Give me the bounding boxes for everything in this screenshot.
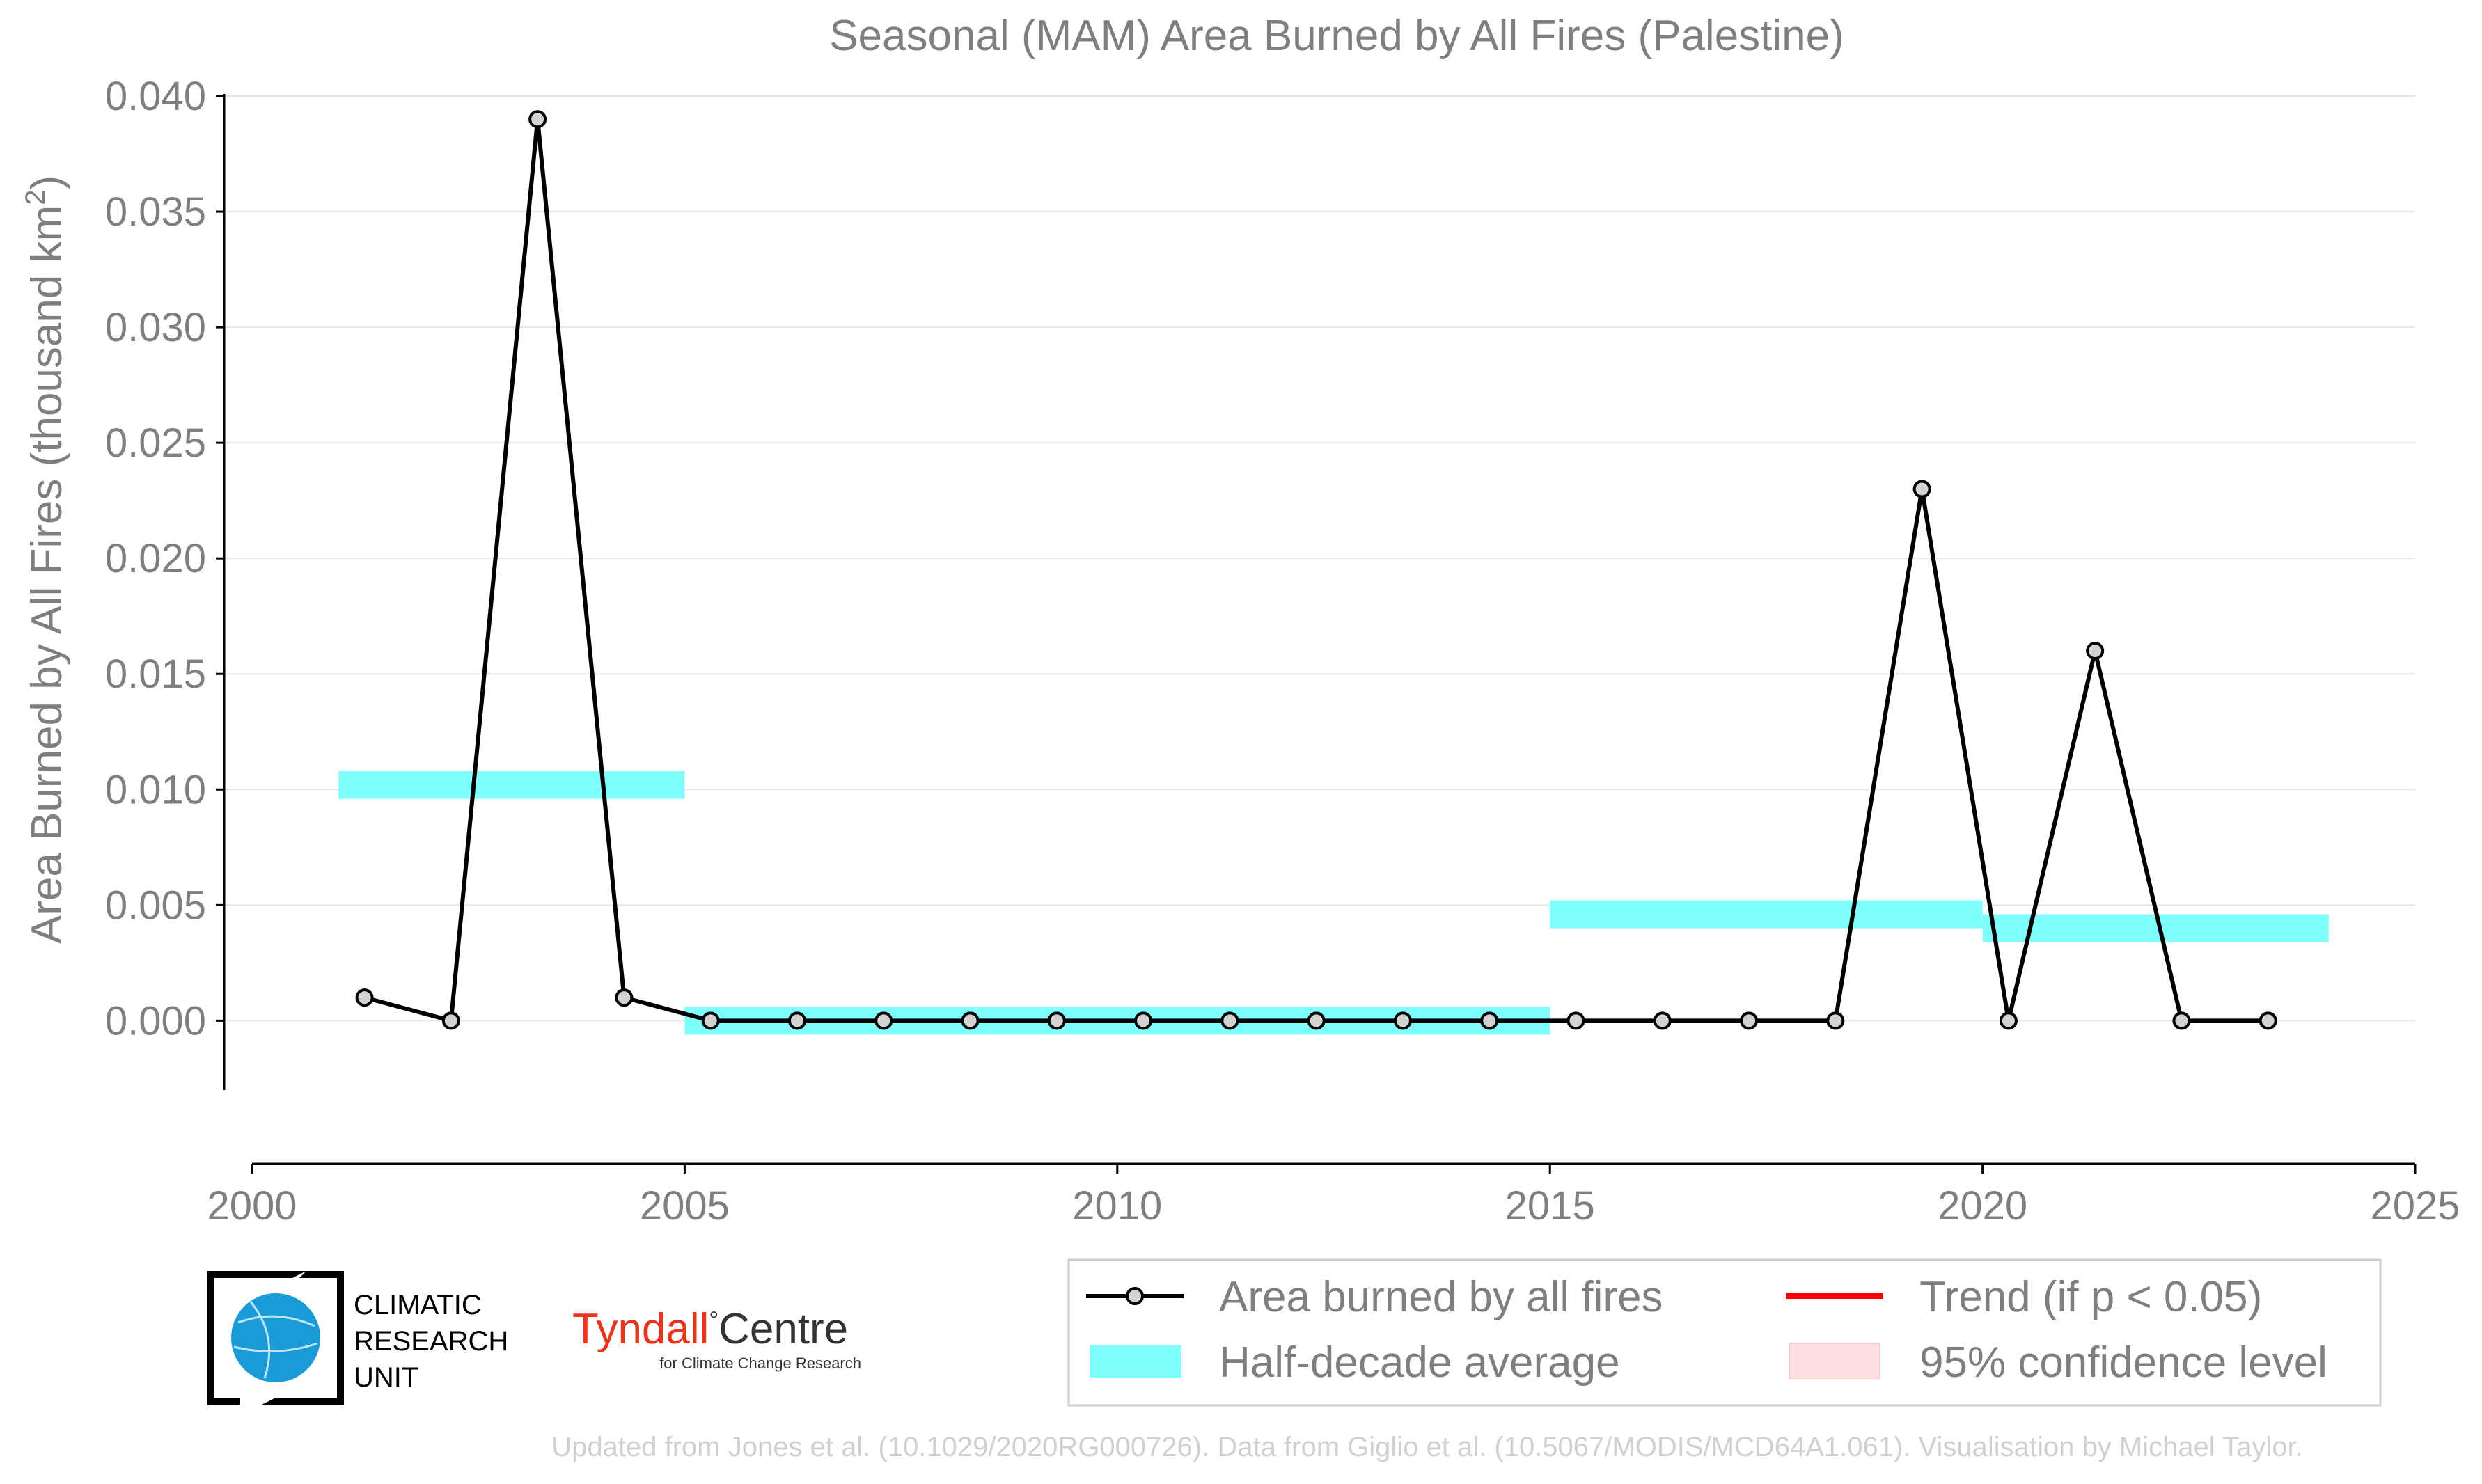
- series-area-burned: [355, 110, 2277, 1030]
- legend-half-decade-swatch: [1090, 1345, 1181, 1378]
- data-point: [874, 1011, 893, 1030]
- legend-label-confidence: 95% confidence level: [1919, 1339, 2327, 1387]
- legend-confidence-swatch: [1789, 1343, 1880, 1379]
- y-tick-label: 0.040: [105, 74, 206, 119]
- x-tick-label: 2020: [1938, 1183, 2027, 1229]
- y-tick-label: 0.030: [105, 305, 206, 350]
- chart-title: Seasonal (MAM) Area Burned by All Fires …: [829, 12, 1844, 60]
- cru-line-1: CLIMATIC: [354, 1290, 482, 1320]
- half-decade-average-band: [338, 771, 685, 799]
- tyndall-logo: Tyndall°Centre for Climate Change Resear…: [572, 1305, 861, 1372]
- cru-line-2: RESEARCH: [354, 1326, 508, 1357]
- x-axis-ticks: 2000 2005 2010 2015 2020 2025: [207, 1164, 2460, 1229]
- y-axis-label-superscript: 2: [20, 190, 51, 205]
- data-point: [961, 1011, 980, 1030]
- data-point: [1912, 480, 1931, 498]
- data-point: [1220, 1011, 1239, 1030]
- data-point: [1134, 1011, 1153, 1030]
- globe-icon: [231, 1293, 320, 1382]
- data-point: [787, 1011, 806, 1030]
- y-tick-label: 0.025: [105, 420, 206, 466]
- footer-credits: Updated from Jones et al. (10.1029/2020R…: [551, 1432, 2302, 1462]
- data-point: [1740, 1011, 1759, 1030]
- x-tick-label: 2010: [1072, 1183, 1162, 1229]
- data-point: [1047, 1011, 1066, 1030]
- legend: Area burned by all fires Trend (if p < 0…: [1067, 1258, 2382, 1407]
- half-decade-average-band: [1550, 900, 1983, 929]
- y-tick-label: 0.035: [105, 189, 206, 235]
- cru-logo: CLIMATIC RESEARCH UNIT: [207, 1271, 508, 1405]
- data-point: [2172, 1011, 2191, 1030]
- data-point: [528, 110, 547, 129]
- y-tick-label: 0.020: [105, 536, 206, 581]
- y-axis-ticks: 0.000 0.005 0.010 0.015 0.020 0.025 0.030 0.035…: [105, 74, 224, 1043]
- data-point: [1566, 1011, 1585, 1030]
- cru-line-3: UNIT: [354, 1362, 418, 1393]
- svg-text:Tyndall°Centre: Tyndall°Centre: [572, 1305, 848, 1353]
- legend-label-trend: Trend (if p < 0.05): [1919, 1273, 2262, 1321]
- legend-label-area-burned: Area burned by all fires: [1219, 1273, 1663, 1321]
- half-decade-average-bands: [338, 771, 2329, 1035]
- data-point: [355, 988, 374, 1007]
- data-point: [1653, 1011, 1672, 1030]
- x-tick-label: 2015: [1505, 1183, 1595, 1229]
- tyndall-subtitle: for Climate Change Research: [659, 1355, 861, 1372]
- data-point: [1999, 1011, 2018, 1030]
- series-line: [363, 117, 2268, 1023]
- data-point: [1393, 1011, 1412, 1030]
- data-point: [441, 1011, 460, 1030]
- data-point: [2086, 642, 2105, 661]
- x-tick-label: 2025: [2370, 1183, 2460, 1229]
- data-point: [701, 1011, 720, 1030]
- data-point: [2259, 1011, 2277, 1030]
- y-tick-label: 0.000: [105, 998, 206, 1043]
- y-tick-label: 0.005: [105, 883, 206, 928]
- data-point: [1480, 1011, 1499, 1030]
- grid-lines: [224, 95, 2415, 1022]
- x-tick-label: 2000: [207, 1183, 297, 1229]
- legend-label-half-decade: Half-decade average: [1219, 1339, 1620, 1387]
- half-decade-average-band: [1982, 914, 2329, 942]
- y-axis-label: Area Burned by All Fires (thousand km2): [20, 175, 71, 944]
- data-point: [1826, 1011, 1845, 1030]
- y-tick-label: 0.010: [105, 767, 206, 812]
- y-tick-label: 0.015: [105, 652, 206, 697]
- x-tick-label: 2005: [640, 1183, 730, 1229]
- legend-box: [1067, 1258, 2382, 1407]
- data-point: [615, 988, 634, 1007]
- data-point: [1307, 1011, 1326, 1030]
